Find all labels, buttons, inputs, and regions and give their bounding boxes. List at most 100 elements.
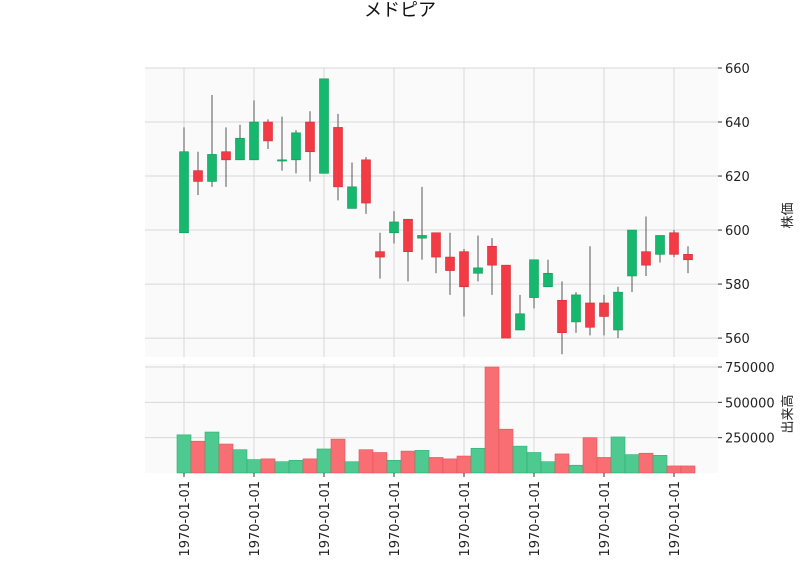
candle-body	[473, 267, 483, 274]
candle-body	[683, 254, 693, 261]
candle-body	[529, 259, 539, 298]
volume-bar	[288, 459, 304, 474]
candle-body	[501, 264, 511, 339]
candle-body	[235, 137, 245, 161]
volume-bar	[610, 436, 626, 474]
x-tick-label: 1970-01-01	[178, 481, 193, 557]
candle-body	[585, 302, 595, 328]
candle-body	[389, 221, 399, 234]
candle-body	[305, 121, 315, 153]
volume-bar	[316, 448, 332, 474]
volume-bar	[512, 445, 528, 474]
volume-bar	[638, 452, 654, 474]
candle-body	[613, 291, 623, 331]
candle-body	[417, 235, 427, 239]
volume-bar	[386, 459, 402, 474]
price-tick-label: 620	[725, 170, 750, 185]
volume-bar	[344, 461, 360, 474]
x-tick-label: 1970-01-01	[598, 481, 613, 557]
x-axis-ticks: 1970-01-01 1970-01-01 1970-01-01 1970-01-01…	[178, 473, 683, 557]
volume-bar	[582, 437, 598, 474]
volume-bar	[372, 452, 388, 474]
candle-body	[543, 272, 553, 288]
volume-axis-ticks: 250000 500000 750000	[718, 361, 775, 447]
volume-bar	[526, 452, 542, 474]
candle-body	[333, 127, 343, 188]
candle-body	[599, 302, 609, 317]
candle-body	[263, 121, 273, 142]
volume-bar	[414, 450, 430, 474]
price-axis-label: 株価	[781, 202, 796, 228]
candle-body	[347, 186, 357, 209]
candle-body	[319, 78, 329, 174]
x-tick-label: 1970-01-01	[318, 481, 333, 557]
price-tick-label: 640	[725, 116, 750, 131]
candle-body	[291, 132, 301, 161]
x-tick-label: 1970-01-01	[528, 481, 543, 557]
volume-bar	[568, 464, 584, 474]
volume-bar	[498, 428, 514, 474]
candle-body	[557, 299, 567, 333]
volume-bar	[176, 434, 192, 474]
volume-bar	[540, 461, 556, 474]
volume-bar	[666, 465, 682, 474]
x-tick-label: 1970-01-01	[248, 481, 263, 557]
volume-bar	[330, 438, 346, 474]
volume-bar	[596, 457, 612, 474]
volume-tick-label: 250000	[725, 432, 775, 447]
chart-title: メドピア	[364, 0, 436, 21]
candle-body	[431, 232, 441, 258]
candle-body	[669, 232, 679, 255]
volume-bar	[302, 458, 318, 474]
candle-body	[249, 121, 259, 161]
candle-body	[403, 218, 413, 252]
price-tick-label: 600	[725, 224, 750, 239]
candle-body	[459, 251, 469, 288]
volume-bar	[554, 453, 570, 474]
volume-bar	[400, 450, 416, 474]
candle-body	[641, 251, 651, 266]
candle-bodies	[179, 78, 693, 339]
volume-bar	[470, 447, 486, 474]
price-tick-label: 660	[725, 62, 750, 77]
volume-bar	[218, 443, 234, 474]
candle-body	[361, 159, 371, 204]
volume-bar	[204, 431, 220, 474]
volume-bar	[442, 458, 458, 474]
volume-bar	[358, 449, 374, 474]
candle-body	[655, 235, 665, 255]
volume-axis-label: 出来高	[780, 394, 796, 433]
volume-bar	[680, 465, 696, 474]
volume-bar	[232, 449, 248, 474]
volume-tick-label: 750000	[725, 361, 775, 376]
candle-body	[179, 151, 189, 234]
candle-body	[193, 170, 203, 182]
volume-bar	[260, 458, 276, 474]
candle-body	[445, 256, 455, 271]
price-tick-label: 560	[725, 332, 750, 347]
candle-body	[207, 154, 217, 182]
candle-body	[375, 251, 385, 258]
price-panel	[145, 68, 718, 357]
volume-bar	[484, 366, 500, 474]
x-tick-label: 1970-01-01	[668, 481, 683, 557]
x-tick-label: 1970-01-01	[458, 481, 473, 557]
volume-bar	[428, 457, 444, 474]
candle-body	[515, 313, 525, 331]
candle-body	[627, 229, 637, 277]
volume-bar	[190, 440, 206, 474]
candle-body	[277, 159, 287, 162]
candle-body	[487, 245, 497, 266]
volume-bars	[176, 366, 696, 474]
volume-bar	[456, 455, 472, 474]
volume-bar	[652, 455, 668, 474]
volume-bar	[246, 459, 262, 474]
price-tick-label: 580	[725, 278, 750, 293]
x-tick-label: 1970-01-01	[388, 481, 403, 557]
price-axis-ticks: 560 580 600 620 640 660	[718, 62, 750, 347]
candle-body	[221, 151, 231, 161]
candle-body	[571, 294, 581, 323]
volume-bar	[624, 454, 640, 474]
volume-bar	[274, 461, 290, 474]
